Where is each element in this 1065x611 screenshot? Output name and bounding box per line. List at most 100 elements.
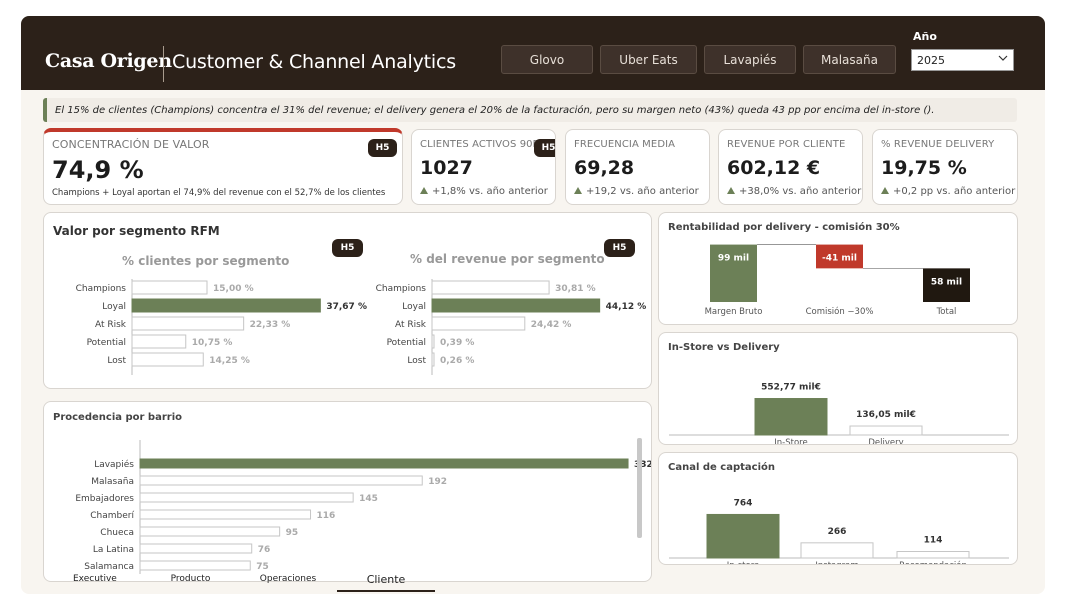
bar [131,352,204,367]
kpi-value: 69,28 [574,157,635,179]
tab-cliente[interactable]: Cliente [366,573,406,586]
h5-badge[interactable]: H5 [534,139,555,157]
rentabilidad-card: Rentabilidad por delivery - comisión 30%… [658,212,1018,325]
bar [131,298,321,313]
data-label: 136,05 mil€ [856,410,916,420]
waterfall-chart: 99 mil Margen Bruto -41 mil Comisión −30% 58… [705,244,970,317]
data-label: 266 [828,527,847,537]
data-label: 95 [286,528,299,538]
category-label: Total [936,307,957,317]
bar [131,316,245,331]
h5-badge[interactable]: H5 [604,239,635,257]
category-label: La Latina [93,545,134,555]
category-label: In-store [727,561,759,565]
category-label: Lost [407,356,426,366]
year-select[interactable]: 2025 [911,49,1014,71]
data-label: 99 mil [718,254,749,264]
data-label: 75 [256,562,269,572]
card-title: Valor por segmento RFM [53,224,220,238]
filter-lavapies-button[interactable]: Lavapiés [704,45,796,74]
bar [139,458,629,469]
bar [896,551,970,559]
kpi-label: Frecuencia media [574,139,676,150]
data-label: -41 mil [822,254,857,264]
filter-glovo-button[interactable]: Glovo [501,45,593,74]
kpi-clientes-card: Clientes activos 90D 1027 +1,8% vs. año … [411,129,556,205]
up-arrow-icon [727,187,735,194]
category-label: Champions [376,284,427,294]
chart-subtitle: % del revenue por segmento [410,252,605,266]
data-label: 114 [924,536,943,546]
data-label: 764 [734,498,753,508]
rfm-chart: Champions 15,00 % Loyal 37,67 % At Risk 22,33… [76,279,647,375]
category-label: Comisión −30% [806,306,874,317]
card-title: Procedencia por barrio [53,412,182,423]
category-label: Potential [387,338,426,348]
category-label: Loyal [402,302,426,312]
bar [431,334,435,349]
card-title: Rentabilidad por delivery - comisión 30% [668,222,900,233]
kpi-revenue-delivery-card: % Revenue delivery 19,75 % +0,2 pp vs. a… [872,129,1018,205]
kpi-value: 602,12 € [727,157,821,179]
kpi-subtitle: Champions + Loyal aportan el 74,9% del r… [52,188,386,198]
data-label: 145 [359,494,378,504]
bar [754,398,828,436]
dashboard-frame: Casa Origen Customer & Channel Analytics… [21,16,1045,594]
instore-chart: 552,77 mil€ In-Store 136,05 mil€ Delivery [669,383,1009,445]
filter-malasana-button[interactable]: Malasaña [803,45,896,74]
kpi-delta: +19,2 vs. año anterior [574,186,699,197]
kpi-label: Revenue por cliente [727,139,846,150]
data-label: 192 [428,477,447,487]
barrio-card: Procedencia por barrio Lavapiés 332 Malasa… [43,401,652,582]
waterfall-bar [710,244,757,302]
data-label: 58 mil [931,277,962,287]
category-label: At Risk [395,320,427,330]
bar [131,334,187,349]
data-label: 332 [634,460,652,470]
category-label: Lavapiés [94,459,134,470]
chart-subtitle: % clientes por segmento [122,254,290,268]
up-arrow-icon [574,187,582,194]
h5-badge[interactable]: H5 [332,239,363,257]
filter-uber-eats-button[interactable]: Uber Eats [600,45,697,74]
data-label: 22,33 % [250,320,291,330]
kpi-label: % Revenue delivery [881,139,995,150]
tab-producto[interactable]: Producto [170,574,211,584]
data-label: 10,75 % [192,338,233,348]
header-bar: Casa Origen Customer & Channel Analytics… [21,16,1045,90]
data-label: 14,25 % [209,356,250,366]
year-value: 2025 [917,53,945,67]
rfm-card: Valor por segmento RFM H5 H5 % clientes … [43,212,652,389]
kpi-label: Clientes activos 90D [420,139,541,150]
bar [139,560,251,571]
brand-logo: Casa Origen [45,50,172,72]
chevron-down-icon [998,55,1008,61]
bar [431,298,601,313]
scrollbar[interactable] [637,438,642,538]
tab-operaciones[interactable]: Operaciones [259,574,317,584]
canal-chart: 764 In-store 266 Instagram 114 Recomendación [669,498,1009,565]
data-label: 76 [258,545,271,555]
category-label: Chamberí [90,511,134,521]
bar [139,509,312,520]
insight-banner: El 15% de clientes (Champions) concentra… [43,98,1017,122]
h5-badge[interactable]: H5 [368,139,397,157]
category-label: Delivery [868,438,903,445]
data-label: 24,42 % [531,320,572,330]
brand-separator [163,46,164,82]
category-label: Margen Bruto [705,307,763,317]
data-label: 30,81 % [555,284,596,294]
page-title: Customer & Channel Analytics [172,51,456,73]
kpi-label: Concentración de valor [52,138,210,151]
kpi-frecuencia-card: Frecuencia media 69,28 +19,2 vs. año ant… [565,129,710,205]
kpi-delta: +0,2 pp vs. año anterior [881,186,1015,197]
bar [849,425,923,436]
category-label: Instagram [815,561,858,565]
tab-executive[interactable]: Executive [73,574,117,584]
bar [139,543,253,554]
category-label: At Risk [95,320,127,330]
data-label: 44,12 % [606,302,647,312]
kpi-delta: +1,8% vs. año anterior [420,186,548,197]
category-label: Recomendación [899,560,967,565]
category-label: Loyal [102,302,126,312]
